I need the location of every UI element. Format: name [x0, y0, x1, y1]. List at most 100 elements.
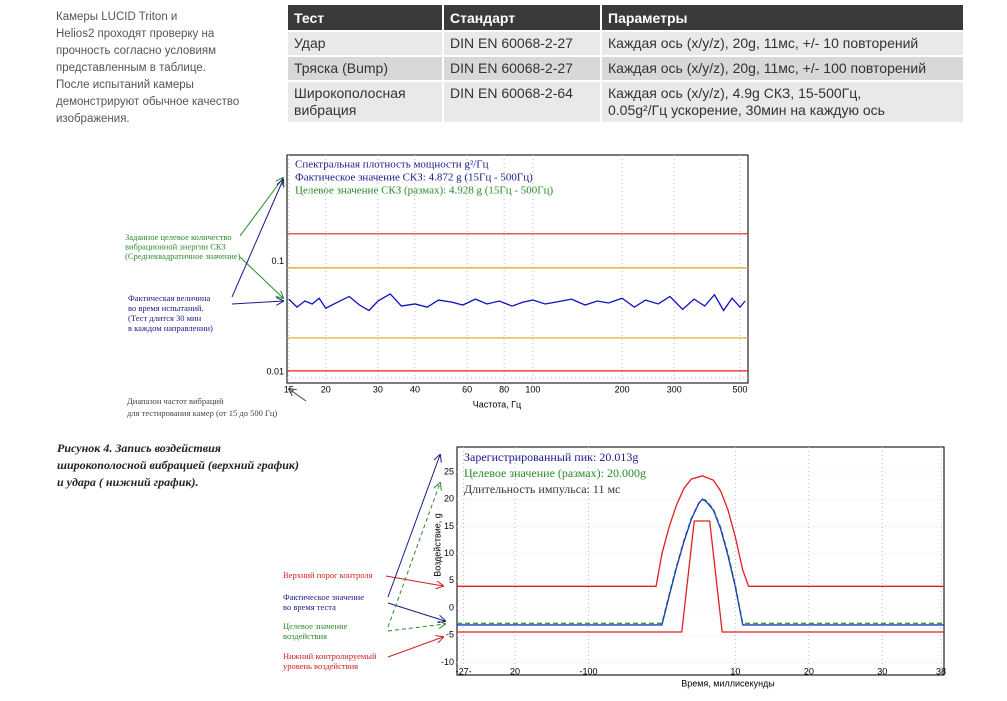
y-tick-label: 10 — [444, 548, 454, 558]
table-cell: Каждая ось (x/y/z), 20g, 11мс, +/- 100 п… — [601, 55, 965, 81]
test-table: Тест Стандарт Параметры Удар DIN EN 60068-2… — [288, 5, 965, 122]
arrow — [387, 624, 445, 632]
annotation-line: во время теста — [283, 602, 336, 612]
annotation-line: и удара ( нижний график). — [57, 475, 198, 489]
x-tick-label: 30 — [373, 384, 383, 394]
x-tick-label: 200 — [615, 384, 630, 394]
cell-line: DIN EN 60068-2-27 — [450, 60, 573, 76]
arrow — [289, 389, 307, 402]
legend-text: Длительность импульса: 11 мс — [464, 482, 620, 496]
y-tick-label: -10 — [441, 657, 454, 667]
x-axis-label: Время, миллисекунды — [681, 678, 775, 688]
arrow — [387, 483, 440, 628]
table-body: Удар DIN EN 60068-2-27 Каждая ось (x/y/z),… — [288, 30, 965, 122]
cell-line: Каждая ось (x/y/z), 4.9g СКЗ, 15-500Гц, — [608, 85, 862, 101]
annotation-line: Нижний контролируемый — [283, 651, 377, 661]
intro-line: представленным в таблице. — [56, 62, 206, 74]
header-cell: Параметры — [601, 5, 965, 31]
intro-line: демонстрируют обычное качество — [56, 96, 240, 108]
table-cell: Каждая ось (x/y/z), 20g, 11мс, +/- 10 по… — [601, 30, 965, 56]
annotation-line: уровень воздействия — [283, 661, 358, 671]
x-tick-label: 30 — [877, 666, 887, 676]
x-tick-label: -100 — [579, 666, 597, 676]
plot-area — [286, 154, 749, 384]
data-line — [457, 475, 944, 587]
x-tick-label: 20 — [804, 666, 814, 676]
annotation-line: Верхний порог контроля — [283, 570, 373, 580]
x-tick-label: 40 — [410, 384, 420, 394]
cell-line: Тряска (Bump) — [294, 60, 388, 76]
x-tick-label: 38 — [936, 666, 946, 676]
plot-area — [456, 446, 945, 676]
intro-line: Камеры LUCID Triton и — [56, 11, 178, 23]
data-line — [457, 520, 944, 633]
table-cell: Широкополосная вибрация — [288, 80, 444, 122]
table-row: Широкополосная вибрация DIN EN 60068-2-64 К… — [288, 80, 965, 122]
legend-text: Спектральная плотность мощности g²/Гц — [295, 159, 489, 171]
y-tick-label: 0.01 — [266, 366, 284, 376]
cell-line: 0.05g²/Гц ускорение, 30мин на каждую ось — [608, 102, 885, 118]
x-tick-label: 60 — [462, 384, 472, 394]
table-cell: DIN EN 60068-2-27 — [443, 30, 602, 56]
y-tick-label: 0.1 — [271, 256, 284, 266]
annotation-line: Фактическая величина — [128, 293, 211, 303]
data-line — [457, 498, 944, 626]
annotation-line: во время испытаний. — [128, 303, 204, 313]
intro-line: прочность согласно условиям — [56, 45, 216, 57]
x-tick-label: 100 — [525, 384, 540, 394]
x-tick-label: 15 — [284, 384, 294, 394]
annotation-line: (Среднеквадратичное значение) — [125, 251, 241, 261]
arrow — [387, 455, 440, 598]
x-tick-label: 10 — [730, 666, 740, 676]
x-tick-label: 20 — [510, 666, 520, 676]
x-axis-label: Частота, Гц — [473, 399, 521, 409]
header-cell: Тест — [288, 5, 444, 31]
legend-text: Целевое значение СКЗ (размах): 4.928 g (… — [295, 185, 554, 197]
intro-text: Камеры LUCID Triton и Helios2 проходят пр… — [56, 9, 239, 128]
data-line — [288, 293, 746, 312]
legend-text: Фактическое значение СКЗ: 4.872 g (15Гц … — [295, 172, 533, 184]
arrow — [387, 602, 445, 621]
y-tick-label: 0 — [449, 602, 454, 612]
y-tick-label: -5 — [446, 630, 454, 640]
intro-line: Helios2 проходят проверку на — [56, 28, 215, 40]
cell-line: Каждая ось (x/y/z), 20g, 11мс, +/- 100 п… — [608, 60, 927, 76]
cell-line: Широкополосная — [294, 85, 406, 101]
annotation-line: вибрационной энергии СКЗ — [125, 241, 226, 251]
annotation-line: Рисунок 4. Запись воздействия — [57, 441, 221, 455]
annotation-line: Целевое значение — [283, 621, 348, 631]
intro-line: изображения. — [56, 113, 130, 125]
x-tick-label: -27- — [456, 666, 472, 676]
table-header: Тест Стандарт Параметры — [288, 5, 965, 31]
intro-line: После испытаний камеры — [56, 79, 194, 91]
x-tick-label: 80 — [499, 384, 509, 394]
table-cell: DIN EN 60068-2-64 — [443, 80, 602, 122]
y-tick-label: 25 — [444, 466, 454, 476]
annotation-line: Диапазон частот вибраций — [127, 396, 224, 406]
cell-line: DIN EN 60068-2-27 — [450, 35, 573, 51]
cell-line: DIN EN 60068-2-64 — [450, 85, 573, 101]
annotation-line: Фактическое значение — [283, 592, 364, 602]
arrow — [239, 256, 283, 298]
y-tick-label: 20 — [444, 494, 454, 504]
table-cell: Каждая ось (x/y/z), 4.9g СКЗ, 15-500Гц, 0… — [601, 80, 965, 122]
annotation-line: (Тест длится 30 мин — [128, 313, 202, 323]
x-tick-label: 500 — [733, 384, 748, 394]
x-tick-label: 20 — [321, 384, 331, 394]
annotation-line: воздействия — [283, 631, 327, 641]
table-row: Удар DIN EN 60068-2-27 Каждая ось (x/y/z),… — [288, 30, 965, 56]
y-axis-label: Воздействие, g — [432, 513, 442, 577]
annotation-line: в каждом направлении) — [128, 323, 213, 333]
arrow — [231, 301, 283, 304]
cell-line: Удар — [294, 35, 326, 51]
arrow — [231, 180, 283, 298]
table-cell: DIN EN 60068-2-27 — [443, 55, 602, 81]
legend-text: Зарегистрированный пик: 20.013g — [464, 450, 638, 464]
x-tick-label: 300 — [667, 384, 682, 394]
table-cell: Тряска (Bump) — [288, 55, 444, 81]
annotation-line: Заданное целевое количество — [125, 232, 232, 242]
annotation-line: широкополосной вибрацией (верхний график… — [57, 458, 299, 472]
legend-text: Целевое значение (размах): 20.000g — [464, 466, 646, 480]
